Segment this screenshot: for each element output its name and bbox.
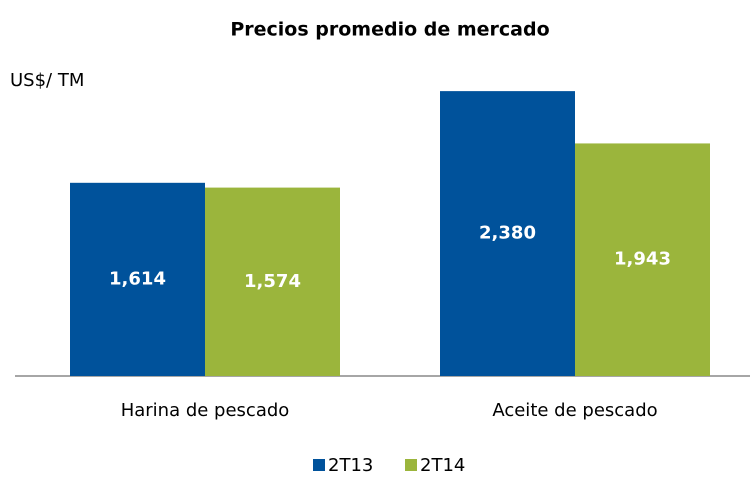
bar	[205, 187, 340, 376]
value-label: 1,614	[109, 268, 166, 289]
chart-title: Precios promedio de mercado	[230, 19, 549, 41]
bar	[440, 91, 575, 376]
x-tick-label: Aceite de pescado	[492, 400, 657, 421]
legend-swatch	[405, 459, 417, 471]
bar	[70, 182, 205, 376]
value-label: 1,574	[244, 271, 301, 292]
bar	[575, 143, 710, 376]
legend-label: 2T13	[328, 455, 373, 476]
x-tick-label: Harina de pescado	[121, 400, 290, 421]
legend-label: 2T14	[420, 455, 465, 476]
y-axis-label: US$/ TM	[10, 70, 84, 91]
value-label: 1,943	[614, 249, 671, 270]
value-label: 2,380	[479, 223, 536, 244]
legend-swatch	[313, 459, 325, 471]
